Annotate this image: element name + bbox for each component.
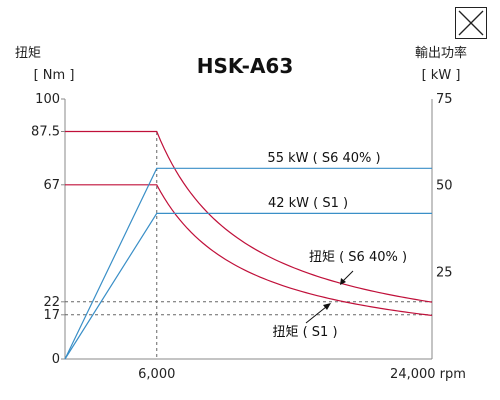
y-left-label-line-2: [ Nm ]: [34, 68, 75, 83]
y-left-tick-label-2: 22: [43, 295, 60, 310]
chart-title: HSK-A63: [197, 54, 294, 78]
series-line-3: [64, 212, 432, 360]
annotation-power-s1: 42 kW ( S1 ): [268, 196, 348, 211]
y-left-tick-label-1: 17: [43, 308, 60, 323]
annotation-power-s6: 55 kW ( S6 40% ): [267, 151, 380, 166]
annotation-arrowhead-s1: [323, 303, 331, 310]
x-tick-label-1: 24,000 rpm: [390, 367, 466, 382]
y-right-tick-label-2: 75: [436, 92, 453, 107]
y-right-label-line-2: [ kW ]: [422, 68, 461, 83]
annotation-arrowhead-s6: [340, 278, 346, 285]
series-line-0: [65, 130, 433, 303]
close-icon: [458, 10, 484, 36]
annotation-torque-s6: 扭矩 ( S6 40% ): [309, 250, 407, 265]
annotation-arrow-s1: [305, 306, 327, 324]
y-left-label-line-1: 扭矩: [15, 46, 41, 61]
y-left-tick-label-0: 0: [52, 352, 60, 367]
series-line-2: [64, 167, 432, 360]
annotation-torque-s1: 扭矩 ( S1 ): [272, 325, 337, 340]
y-right-tick-label-0: 25: [436, 265, 453, 280]
series-line-1: [65, 184, 433, 317]
y-left-tick-label-3: 67: [43, 178, 60, 193]
close-button[interactable]: [455, 7, 487, 39]
y-right-label-line-1: 輸出功率: [415, 45, 467, 61]
annotation-arrow-s6: [342, 270, 354, 282]
y-left-tick-label-5: 100: [35, 92, 60, 107]
y-right-tick-label-1: 50: [436, 179, 453, 194]
y-left-tick-label-4: 87.5: [31, 125, 60, 140]
x-tick-label-0: 6,000: [138, 367, 175, 382]
